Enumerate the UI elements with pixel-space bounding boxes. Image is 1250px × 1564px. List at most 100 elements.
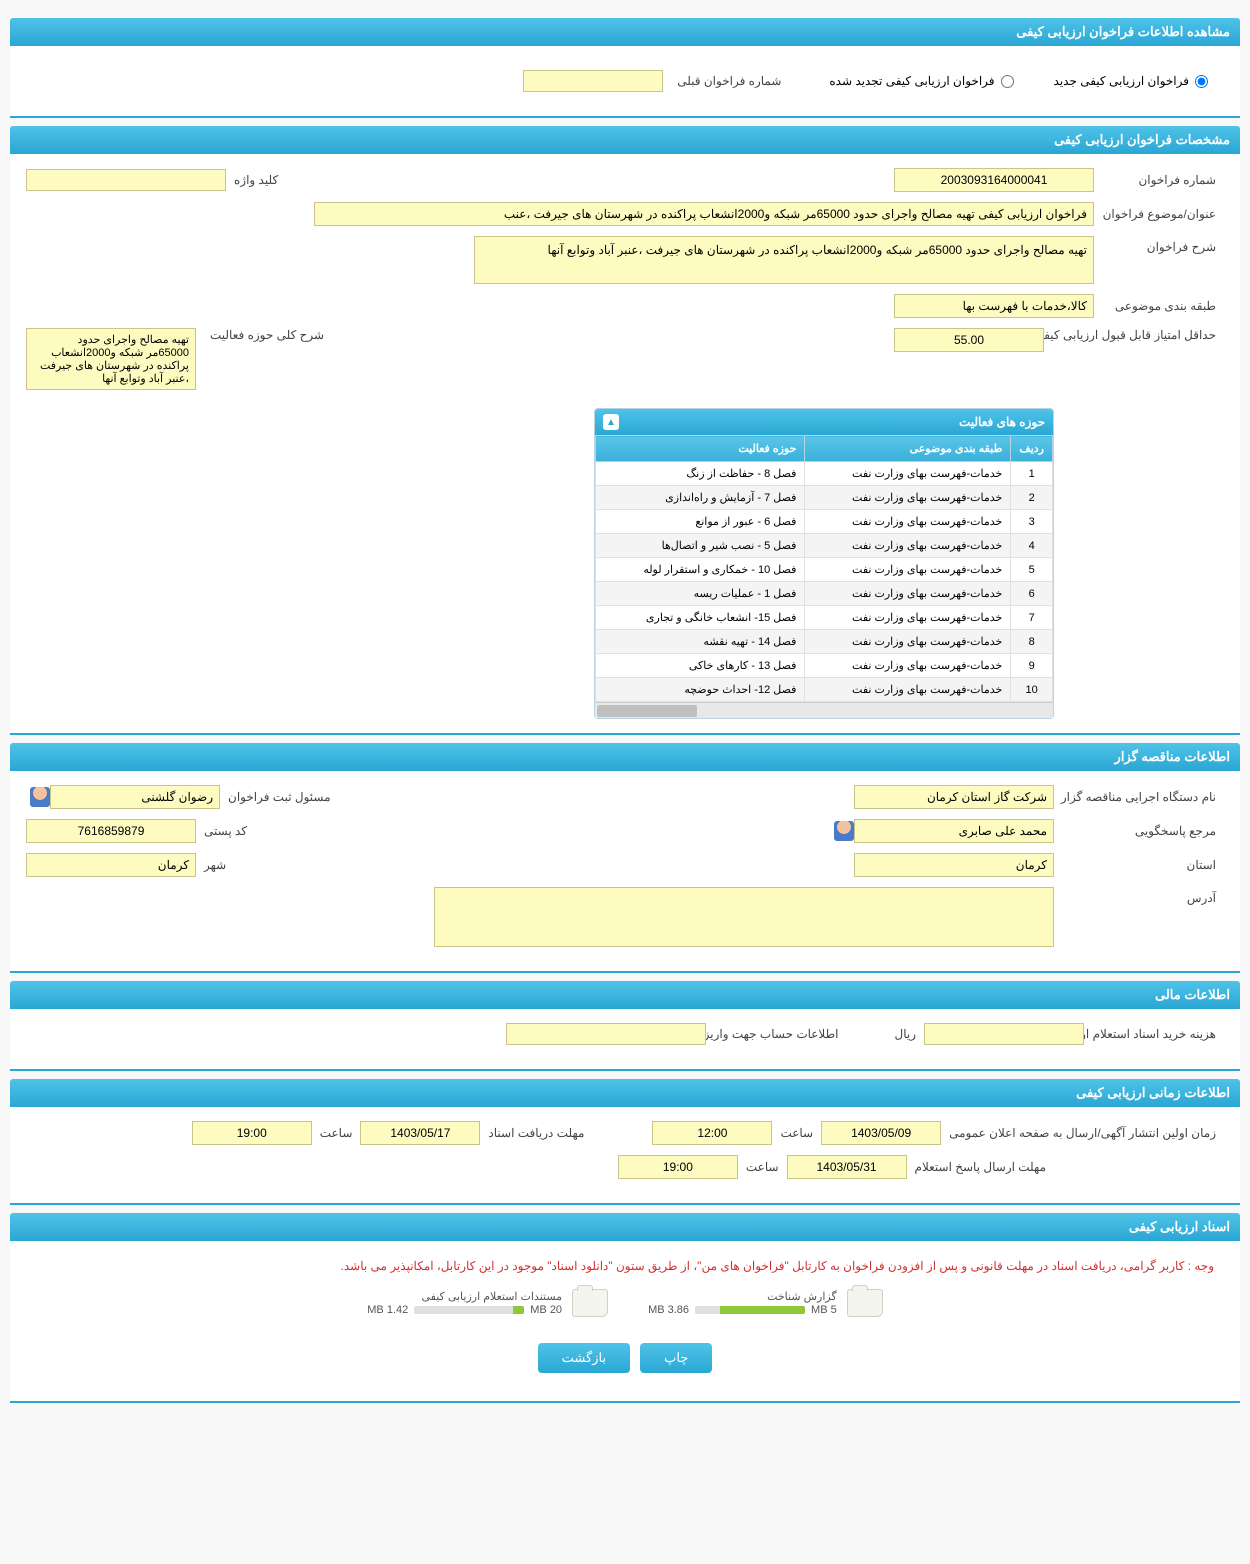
account-field bbox=[506, 1023, 706, 1045]
col-scope: حوزه فعالیت bbox=[596, 436, 805, 462]
registrar-field: رضوان گلشنی bbox=[50, 785, 220, 809]
folder-icon-2[interactable] bbox=[572, 1289, 608, 1317]
org-field: شرکت گاز استان کرمان bbox=[854, 785, 1054, 809]
address-label: آدرس bbox=[1054, 887, 1224, 905]
receive-time: 19:00 bbox=[192, 1121, 312, 1145]
receive-date: 1403/05/17 bbox=[360, 1121, 480, 1145]
registrar-label: مسئول ثبت فراخوان bbox=[220, 790, 339, 804]
timing-body: زمان اولین انتشار آگهی/ارسال به صفحه اعل… bbox=[10, 1107, 1240, 1205]
financial-header: اطلاعات مالی bbox=[10, 981, 1240, 1009]
minscore-field: 55.00 bbox=[894, 328, 1044, 352]
col-row: ردیف bbox=[1011, 436, 1053, 462]
activities-title: حوزه های فعالیت bbox=[959, 415, 1045, 429]
response-time: 19:00 bbox=[618, 1155, 738, 1179]
publish-date: 1403/05/09 bbox=[821, 1121, 941, 1145]
file-item-2: مستندات استعلام ارزیابی کیفی 20 MB 1.42 … bbox=[367, 1289, 608, 1317]
docs-notice: وجه : کاربر گرامی، دریافت اسناد در مهلت … bbox=[26, 1255, 1224, 1277]
spec-body: شماره فراخوان 2003093164000041 کلید واژه… bbox=[10, 154, 1240, 735]
keyword-field bbox=[26, 169, 226, 191]
category-label: طبقه بندی موضوعی bbox=[1094, 299, 1224, 313]
file2-name: مستندات استعلام ارزیابی کیفی bbox=[367, 1290, 562, 1303]
table-row: 9خدمات-فهرست بهای وزارت نفتفصل 13 - کاره… bbox=[596, 654, 1053, 678]
responder-field: محمد علی صابری bbox=[854, 819, 1054, 843]
financial-body: هزینه خرید اسناد استعلام ارزیابی کیفی ری… bbox=[10, 1009, 1240, 1071]
response-date: 1403/05/31 bbox=[787, 1155, 907, 1179]
activities-panel: حوزه های فعالیت ▲ ردیف طبقه بندی موضوعی … bbox=[594, 408, 1054, 719]
account-label: اطلاعات حساب جهت واریز هزینه خرید اسناد bbox=[706, 1027, 846, 1041]
prev-number-field bbox=[523, 70, 663, 92]
user-icon-2 bbox=[834, 821, 854, 841]
desc-label: شرح فراخوان bbox=[1094, 236, 1224, 254]
table-row: 3خدمات-فهرست بهای وزارت نفتفصل 6 - عبور … bbox=[596, 510, 1053, 534]
receive-label: مهلت دریافت اسناد bbox=[480, 1126, 592, 1140]
address-field bbox=[434, 887, 1054, 947]
timing-header: اطلاعات زمانی ارزیابی کیفی bbox=[10, 1079, 1240, 1107]
publish-label: زمان اولین انتشار آگهی/ارسال به صفحه اعل… bbox=[941, 1126, 1224, 1140]
radio-new-label: فراخوان ارزیابی کیفی جدید bbox=[1054, 74, 1189, 88]
radio-new-input[interactable] bbox=[1195, 75, 1208, 88]
collapse-icon[interactable]: ▲ bbox=[603, 414, 619, 430]
docs-header: اسناد ارزیابی کیفی bbox=[10, 1213, 1240, 1241]
folder-icon[interactable] bbox=[847, 1289, 883, 1317]
response-label: مهلت ارسال پاسخ استعلام bbox=[907, 1160, 1054, 1174]
city-field: کرمان bbox=[26, 853, 196, 877]
print-button[interactable]: چاپ bbox=[640, 1343, 712, 1373]
postal-field: 7616859879 bbox=[26, 819, 196, 843]
radio-section: فراخوان ارزیابی کیفی جدید فراخوان ارزیاب… bbox=[10, 46, 1240, 118]
table-row: 6خدمات-فهرست بهای وزارت نفتفصل 1 - عملیا… bbox=[596, 582, 1053, 606]
doccost-label: هزینه خرید اسناد استعلام ارزیابی کیفی bbox=[1084, 1027, 1224, 1041]
file1-size: 3.86 MB bbox=[648, 1304, 689, 1316]
table-row: 5خدمات-فهرست بهای وزارت نفتفصل 10 - خمکا… bbox=[596, 558, 1053, 582]
org-label: نام دستگاه اجرایی مناقصه گزار bbox=[1054, 790, 1224, 804]
scroll-thumb[interactable] bbox=[597, 705, 697, 717]
time-word-2: ساعت bbox=[312, 1126, 361, 1140]
title-label: عنوان/موضوع فراخوان bbox=[1094, 207, 1224, 221]
minscore-label: حداقل امتیاز قابل قبول ارزیابی کیفی bbox=[1044, 328, 1224, 342]
number-label: شماره فراخوان bbox=[1094, 173, 1224, 187]
keyword-label: کلید واژه bbox=[226, 173, 286, 187]
prev-number-label: شماره فراخوان قبلی bbox=[669, 74, 789, 88]
doccost-field bbox=[924, 1023, 1084, 1045]
table-row: 8خدمات-فهرست بهای وزارت نفتفصل 14 - تهیه… bbox=[596, 630, 1053, 654]
title-field: فراخوان ارزیابی کیفی تهیه مصالح واجرای ح… bbox=[314, 202, 1094, 226]
tender-header: اطلاعات مناقصه گزار bbox=[10, 743, 1240, 771]
col-category: طبقه بندی موضوعی bbox=[805, 436, 1011, 462]
time-word-3: ساعت bbox=[738, 1160, 787, 1174]
city-label: شهر bbox=[196, 858, 234, 872]
file2-max: 20 MB bbox=[530, 1304, 562, 1316]
main-header: مشاهده اطلاعات فراخوان ارزیابی کیفی bbox=[10, 18, 1240, 46]
publish-time: 12:00 bbox=[652, 1121, 772, 1145]
responder-label: مرجع پاسخگویی bbox=[1054, 824, 1224, 838]
file2-size: 1.42 MB bbox=[367, 1304, 408, 1316]
radio-new[interactable]: فراخوان ارزیابی کیفی جدید bbox=[1054, 74, 1208, 88]
file-item-1: گزارش شناخت 5 MB 3.86 MB bbox=[648, 1289, 883, 1317]
table-row: 10خدمات-فهرست بهای وزارت نفتفصل 12- احدا… bbox=[596, 678, 1053, 702]
number-field: 2003093164000041 bbox=[894, 168, 1094, 192]
file1-max: 5 MB bbox=[811, 1304, 837, 1316]
time-word-1: ساعت bbox=[772, 1126, 821, 1140]
grid-scrollbar[interactable] bbox=[595, 702, 1053, 718]
back-button[interactable]: بازگشت bbox=[538, 1343, 630, 1373]
radio-renewed-label: فراخوان ارزیابی کیفی تجدید شده bbox=[829, 74, 994, 88]
docs-body: وجه : کاربر گرامی، دریافت اسناد در مهلت … bbox=[10, 1241, 1240, 1403]
radio-renewed-input[interactable] bbox=[1001, 75, 1014, 88]
rial-label: ریال bbox=[886, 1027, 924, 1041]
table-row: 1خدمات-فهرست بهای وزارت نفتفصل 8 - حفاظت… bbox=[596, 462, 1053, 486]
desc-field: تهیه مصالح واجرای حدود 65000مر شبکه و200… bbox=[474, 236, 1094, 284]
scope-summary-label: شرح کلی حوزه فعالیت bbox=[202, 328, 332, 342]
table-row: 7خدمات-فهرست بهای وزارت نفتفصل 15- انشعا… bbox=[596, 606, 1053, 630]
file1-progress bbox=[695, 1306, 805, 1314]
postal-label: کد پستی bbox=[196, 824, 255, 838]
activities-panel-header: حوزه های فعالیت ▲ bbox=[595, 409, 1053, 435]
table-row: 2خدمات-فهرست بهای وزارت نفتفصل 7 - آزمای… bbox=[596, 486, 1053, 510]
table-row: 4خدمات-فهرست بهای وزارت نفتفصل 5 - نصب ش… bbox=[596, 534, 1053, 558]
category-field: کالا،خدمات با فهرست بها bbox=[894, 294, 1094, 318]
province-field: کرمان bbox=[854, 853, 1054, 877]
activities-table: ردیف طبقه بندی موضوعی حوزه فعالیت 1خدمات… bbox=[595, 435, 1053, 702]
radio-renewed[interactable]: فراخوان ارزیابی کیفی تجدید شده bbox=[829, 74, 1013, 88]
file1-name: گزارش شناخت bbox=[648, 1290, 837, 1303]
province-label: استان bbox=[1054, 858, 1224, 872]
scope-summary-field: تهیه مصالح واجرای حدود 65000مر شبکه و200… bbox=[26, 328, 196, 390]
spec-header: مشخصات فراخوان ارزیابی کیفی bbox=[10, 126, 1240, 154]
tender-body: نام دستگاه اجرایی مناقصه گزار شرکت گاز ا… bbox=[10, 771, 1240, 973]
